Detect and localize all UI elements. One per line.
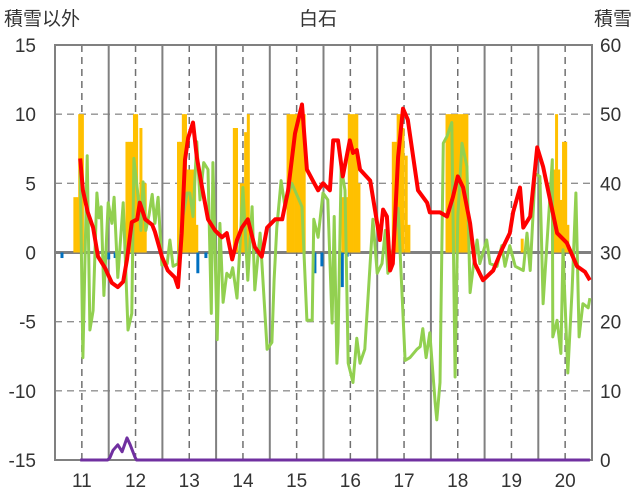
orange-bar: [462, 114, 466, 253]
x-tick-label: 16: [340, 471, 361, 492]
orange-bar: [128, 141, 132, 253]
right-tick-label: 30: [600, 244, 621, 265]
left-tick-label: -5: [19, 313, 36, 334]
right-tick-label: 0: [600, 451, 611, 472]
red-line: [78, 102, 592, 290]
blue-bar: [60, 252, 64, 259]
orange-bar: [130, 141, 134, 253]
x-tick-label: 11: [72, 471, 92, 492]
left-tick-label: 5: [25, 174, 36, 195]
x-tick-label: 12: [125, 471, 146, 492]
orange-bar: [232, 128, 236, 253]
orange-bar: [73, 197, 77, 253]
left-tick-label: -15: [9, 451, 36, 472]
orange-bar: [76, 197, 80, 253]
orange-bar: [294, 114, 298, 253]
blue-bar: [320, 252, 324, 267]
blue-bar: [113, 252, 117, 259]
blue-bar: [204, 252, 208, 259]
orange-bar: [347, 114, 351, 253]
x-tick-label: 19: [501, 471, 522, 492]
right-axis-label: 積雪: [594, 8, 632, 30]
ticks: -15 -10 -5 0 5 10 15 0 10 20 30 40 50 60 11 12 13 14 15 16 1…: [9, 36, 622, 492]
orange-bar: [448, 114, 452, 253]
orange-bar: [407, 224, 411, 253]
bars: [60, 114, 570, 288]
blue-bar: [107, 252, 111, 260]
orange-bar: [244, 132, 248, 253]
right-tick-label: 10: [600, 382, 621, 403]
purple-line: [80, 436, 590, 462]
orange-bar: [398, 114, 402, 253]
orange-bar: [564, 141, 568, 253]
orange-bar: [137, 211, 141, 253]
orange-bar: [195, 224, 199, 253]
orange-bar: [391, 141, 395, 253]
orange-bar: [401, 128, 405, 253]
orange-bar: [404, 155, 408, 253]
orange-bar: [235, 128, 239, 253]
x-tick-label: 14: [232, 471, 254, 492]
orange-bar: [188, 169, 192, 253]
orange-bar: [177, 141, 181, 253]
orange-bar: [355, 114, 359, 253]
orange-bar: [246, 114, 250, 253]
orange-bar: [297, 114, 301, 253]
x-tick-label: 17: [393, 471, 414, 492]
chart-title: 白石: [299, 8, 337, 30]
x-tick-label: 20: [555, 471, 576, 492]
right-tick-label: 40: [600, 174, 621, 195]
orange-bar: [562, 141, 566, 253]
right-tick-label: 50: [600, 105, 621, 126]
green-line: [78, 121, 592, 422]
blue-bar: [196, 252, 200, 274]
x-tick-label: 15: [286, 471, 307, 492]
orange-bar: [139, 128, 143, 253]
left-tick-label: -10: [9, 382, 36, 403]
orange-bar: [299, 114, 303, 253]
orange-bar: [350, 114, 354, 253]
right-tick-label: 20: [600, 313, 621, 334]
orange-bar: [179, 141, 183, 253]
orange-bar: [357, 183, 361, 253]
orange-bar: [186, 169, 190, 253]
left-axis-label: 積雪以外: [4, 8, 80, 30]
blue-bar: [340, 252, 344, 288]
lines: [78, 102, 592, 462]
left-tick-label: 0: [25, 244, 36, 265]
orange-bar: [302, 114, 306, 253]
orange-bar: [566, 224, 570, 253]
orange-bar: [125, 141, 129, 253]
orange-bar: [555, 114, 559, 253]
orange-bar: [520, 238, 524, 253]
x-tick-label: 18: [447, 471, 468, 492]
orange-bar: [445, 114, 449, 253]
orange-bar: [353, 114, 357, 253]
orange-bar: [557, 169, 561, 253]
x-tick-label: 13: [179, 471, 200, 492]
orange-bar: [341, 197, 345, 253]
right-tick-label: 60: [600, 36, 621, 57]
orange-bar: [559, 199, 563, 253]
left-tick-label: 10: [15, 105, 36, 126]
left-tick-label: 15: [15, 36, 36, 57]
blue-bar: [313, 252, 317, 274]
